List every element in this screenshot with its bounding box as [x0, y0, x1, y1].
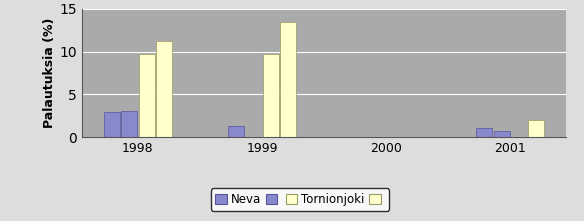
Bar	[280, 22, 296, 137]
Bar	[138, 54, 155, 137]
Legend: Neva, , Tornionjoki, : Neva, , Tornionjoki,	[211, 188, 389, 211]
Bar	[121, 111, 137, 137]
Bar	[228, 126, 244, 137]
Y-axis label: Palautuksia (%): Palautuksia (%)	[43, 18, 57, 128]
Bar	[493, 131, 510, 137]
Bar	[476, 128, 492, 137]
Bar	[104, 112, 120, 137]
Bar	[156, 41, 172, 137]
Bar	[263, 54, 279, 137]
Bar	[529, 120, 544, 137]
